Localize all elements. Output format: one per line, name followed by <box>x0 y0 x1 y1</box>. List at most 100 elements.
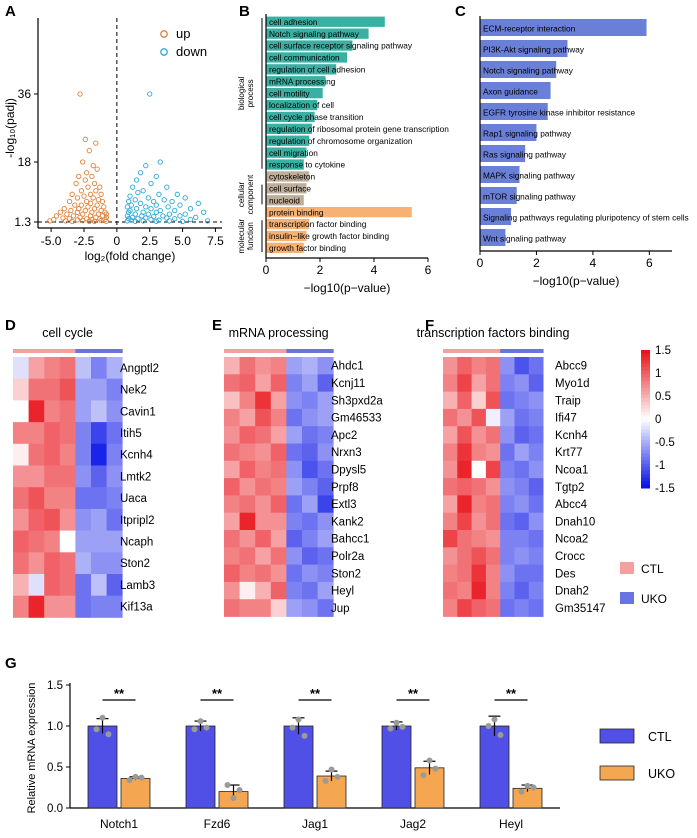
go-bar <box>266 16 385 27</box>
kegg-bar <box>480 166 520 183</box>
heatmap-cell <box>106 552 123 575</box>
heatmap-cell <box>224 495 240 514</box>
gene-label: Des <box>555 568 576 580</box>
heatmap-cell <box>457 391 472 410</box>
panel-label-a: A <box>5 3 16 20</box>
heatmap-cell <box>471 581 487 600</box>
heatmap-cell <box>75 595 92 618</box>
heatmap-cell <box>270 564 287 583</box>
gene-label: Gm35147 <box>555 603 606 615</box>
volcano-point-up <box>68 207 74 214</box>
volcano-point-up <box>103 218 109 224</box>
colorbar-segment <box>641 422 650 427</box>
heatmap-cell <box>91 378 107 401</box>
go-term-label: mRNA processing <box>269 76 336 86</box>
heatmap-title: transcription factors binding <box>417 326 570 340</box>
volcano-point-down <box>127 193 133 199</box>
heatmap-cell <box>500 374 515 392</box>
heatmap-cell <box>239 426 256 444</box>
colorbar-segment <box>641 387 650 392</box>
heatmap-cell <box>91 357 107 380</box>
heatmap-cell <box>224 443 240 462</box>
heatmap-cell <box>500 512 515 531</box>
gene-label: Bahcc1 <box>331 534 369 546</box>
colorbar-segment <box>641 398 650 403</box>
volcano-point-up <box>85 204 91 210</box>
group-bar-uko <box>500 349 515 353</box>
data-point <box>138 774 145 781</box>
colorbar-segment <box>641 446 650 451</box>
gene-label: Tgtp2 <box>555 482 584 494</box>
heatmap-cell <box>224 426 240 444</box>
go-bar <box>266 147 307 158</box>
heatmap-cell <box>471 408 487 427</box>
volcano-point-down <box>200 209 207 215</box>
heatmap-cell <box>75 465 92 488</box>
gene-label: Heyl <box>331 586 354 598</box>
volcano-point-up <box>98 217 104 224</box>
group-label: cellular <box>237 181 246 207</box>
heatmap-cell <box>457 547 472 565</box>
volcano-point-down <box>160 213 166 219</box>
heatmap-cell <box>500 460 515 479</box>
gene-label: Ncoa2 <box>555 534 588 546</box>
legend-label-down: down <box>176 44 207 59</box>
colorbar-segment <box>641 429 650 434</box>
volcano-point-down <box>182 195 188 201</box>
volcano-point-down <box>195 200 201 206</box>
heatmap-cell <box>317 599 334 617</box>
group-label: molecular <box>237 218 246 253</box>
heatmap-cell <box>224 391 240 410</box>
heatmap-cell <box>239 357 256 375</box>
heatmap-cell <box>91 487 107 510</box>
x-tick-label: 4 <box>371 263 378 277</box>
heatmap-cell <box>75 530 92 553</box>
volcano-point-up <box>98 191 104 197</box>
heatmap-cell <box>13 574 29 597</box>
heatmap-cell <box>317 374 334 392</box>
heatmap-cell <box>485 443 501 462</box>
heatmap-cell <box>106 443 123 466</box>
heatmap-cell <box>106 465 123 488</box>
go-bar <box>266 88 323 99</box>
volcano-point-down <box>156 191 162 197</box>
x-tick-label: 0 <box>263 263 270 277</box>
gene-label: Nrxn3 <box>331 447 362 459</box>
volcano-point-down <box>169 198 175 205</box>
heatmap-cell <box>224 357 240 375</box>
heatmap-cell <box>443 460 458 479</box>
colorbar-segment <box>641 477 650 482</box>
heatmap-cell <box>239 564 256 583</box>
heatmap-cell <box>302 478 318 496</box>
heatmap-cell <box>91 552 107 575</box>
go-term-label: protein binding <box>269 207 324 217</box>
legend-marker-down <box>160 48 168 56</box>
heatmap-cell <box>500 443 515 462</box>
volcano-point-down <box>177 202 183 208</box>
colorbar-segment <box>641 367 650 372</box>
heatmap-cell <box>302 547 318 565</box>
volcano-point-down <box>172 216 178 222</box>
heatmap-cell <box>106 487 123 510</box>
heatmap-cell <box>457 460 472 479</box>
go-bar <box>266 123 312 134</box>
colorbar-segment <box>641 350 650 354</box>
heatmap-cell <box>485 495 501 514</box>
heatmap-cell <box>528 426 544 444</box>
gene-label: Angptl2 <box>120 363 159 375</box>
heatmap-cell <box>485 374 501 392</box>
heatmap-cell <box>270 512 287 531</box>
volcano-point-up <box>73 180 79 187</box>
heatmap-cell <box>59 595 76 618</box>
heatmap-cell <box>255 408 272 427</box>
heatmap-cell <box>59 400 76 423</box>
heatmap-cell <box>270 374 287 392</box>
heatmap-cell <box>239 547 256 565</box>
colorbar-segment <box>641 443 650 448</box>
volcano-point-down <box>132 197 138 203</box>
go-term-label: regulation of chromosome organization <box>269 136 413 146</box>
heatmap-title: cell cycle <box>42 326 93 340</box>
heatmap-cell <box>270 443 287 462</box>
heatmap-cell <box>224 512 240 531</box>
heatmap-cell <box>528 495 544 514</box>
